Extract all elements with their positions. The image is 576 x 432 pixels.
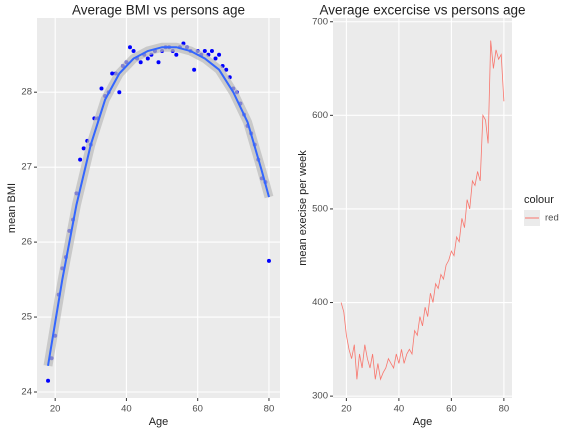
point	[224, 67, 229, 72]
legend-label: red	[545, 213, 559, 224]
y-tick-label: 700	[312, 16, 328, 27]
x-tick-label: 20	[341, 404, 352, 415]
point	[217, 52, 222, 57]
point	[202, 48, 207, 53]
smooth-line	[47, 46, 270, 366]
x-tick-label: 40	[394, 404, 405, 415]
y-tick-label: 600	[312, 110, 328, 121]
legend-title: colour	[524, 194, 554, 206]
y-tick-label: 500	[312, 203, 328, 214]
point	[174, 52, 179, 57]
y-tick-label: 25	[21, 312, 32, 323]
chart-title: Average excercise vs persons age	[319, 3, 525, 18]
chart-title: Average BMI vs persons age	[72, 3, 245, 18]
point	[145, 56, 150, 61]
x-tick-label: 60	[192, 404, 203, 415]
y-tick-label: 27	[21, 162, 32, 173]
y-tick-label: 26	[21, 237, 32, 248]
x-tick-label: 80	[499, 404, 510, 415]
y-tick-label: 24	[21, 387, 32, 398]
x-tick-label: 80	[264, 404, 275, 415]
point	[138, 60, 143, 65]
point	[99, 86, 104, 91]
point	[213, 56, 218, 61]
y-tick-label: 300	[312, 391, 328, 402]
point	[117, 90, 122, 95]
point	[110, 71, 115, 76]
x-tick-label: 40	[121, 404, 132, 415]
point	[127, 45, 132, 50]
point	[46, 378, 51, 383]
point	[266, 258, 271, 263]
point	[81, 146, 86, 151]
y-axis-label: mean BMI	[6, 183, 18, 233]
point	[209, 48, 214, 53]
panel	[333, 18, 512, 398]
line	[340, 40, 505, 381]
x-tick-label: 20	[50, 404, 61, 415]
x-tick-label: 60	[446, 404, 457, 415]
point	[156, 60, 161, 65]
point	[131, 48, 136, 53]
point	[192, 67, 197, 72]
y-axis-label: mean execise per week	[297, 150, 309, 266]
x-axis-label: Age	[413, 416, 433, 428]
x-axis-label: Age	[149, 416, 169, 428]
y-tick-label: 28	[21, 87, 32, 98]
point	[78, 157, 83, 162]
y-tick-label: 400	[312, 297, 328, 308]
